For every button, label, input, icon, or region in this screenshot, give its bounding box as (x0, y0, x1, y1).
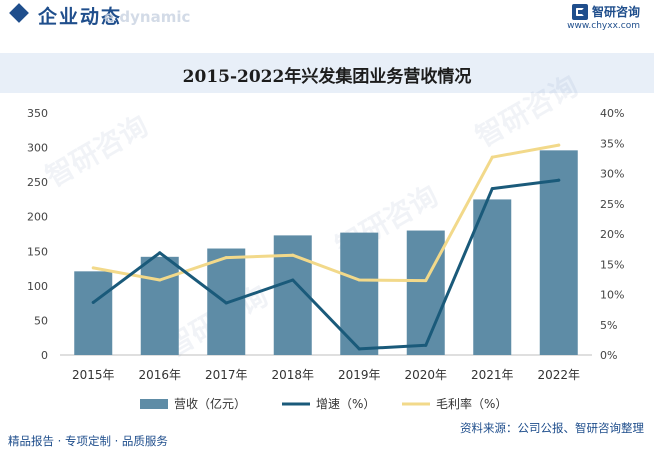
growth-line-point (557, 178, 561, 182)
margin-line-point (158, 278, 162, 282)
growth-line (91, 178, 561, 351)
left-tick-label: 250 (27, 176, 48, 189)
x-tick-label: 2016年 (138, 368, 181, 382)
right-tick-label: 0% (600, 349, 617, 362)
legend-label: 毛利率（%） (436, 396, 507, 411)
margin-line-point (91, 266, 95, 270)
footer-source: 资料来源：公司公报、智研咨询整理 (460, 421, 644, 435)
left-tick-label: 100 (27, 280, 48, 293)
right-tick-label: 5% (600, 319, 617, 332)
growth-line-point (224, 301, 228, 305)
x-tick-label: 2018年 (271, 368, 314, 382)
right-tick-label: 15% (600, 258, 624, 271)
section-title: 企业动态 (38, 6, 123, 28)
x-tick-label: 2019年 (338, 368, 381, 382)
bar (473, 199, 512, 355)
title-band (0, 53, 654, 93)
bar (140, 256, 179, 355)
footer-tagline: 精品报告 · 专项定制 · 品质服务 (8, 434, 168, 448)
page-header: 企业动态 e dynamic 智研咨询 www.chyxx.com (0, 0, 654, 34)
right-tick-label: 30% (600, 168, 624, 181)
left-tick-label: 200 (27, 211, 48, 224)
section-subtitle: e dynamic (104, 8, 191, 26)
growth-line-point (490, 187, 494, 191)
left-tick-label: 0 (41, 349, 48, 362)
x-tick-label: 2017年 (205, 368, 248, 382)
bar (406, 230, 445, 355)
right-tick-label: 25% (600, 198, 624, 211)
brand-block: 智研咨询 www.chyxx.com (567, 3, 640, 31)
bar (539, 150, 578, 355)
legend-swatch-bar (140, 399, 168, 409)
margin-line-point (224, 256, 228, 260)
margin-line-point (291, 253, 295, 257)
left-tick-label: 300 (27, 142, 48, 155)
margin-line-point (557, 143, 561, 147)
growth-line-point (158, 251, 162, 255)
left-tick-label: 50 (34, 314, 48, 327)
chart-title: 2015-2022年兴发集团业务营收情况 (182, 67, 472, 87)
margin-line-point (490, 155, 494, 159)
growth-line-point (357, 347, 361, 351)
margin-line-point (357, 278, 361, 282)
brand-name: 智研咨询 (591, 5, 640, 19)
legend-label: 增速（%） (316, 397, 375, 411)
growth-line-point (424, 343, 428, 347)
margin-line-point (424, 279, 428, 283)
left-tick-label: 150 (27, 245, 48, 258)
right-tick-label: 20% (600, 228, 624, 241)
right-tick-label: 40% (600, 107, 624, 120)
x-tick-label: 2015年 (72, 368, 115, 382)
growth-line-point (291, 278, 295, 282)
x-tick-label: 2020年 (404, 368, 447, 382)
right-tick-label: 35% (600, 137, 624, 150)
left-tick-label: 350 (27, 107, 48, 120)
growth-line-point (91, 300, 95, 304)
x-tick-label: 2021年 (471, 368, 514, 382)
brand-logo-icon (571, 3, 588, 20)
right-tick-label: 10% (600, 289, 624, 302)
legend-label: 营收（亿元） (174, 396, 246, 411)
x-tick-label: 2022年 (537, 368, 580, 382)
bar (74, 271, 113, 355)
margin-line (91, 143, 561, 283)
brand-url: www.chyxx.com (567, 21, 640, 31)
